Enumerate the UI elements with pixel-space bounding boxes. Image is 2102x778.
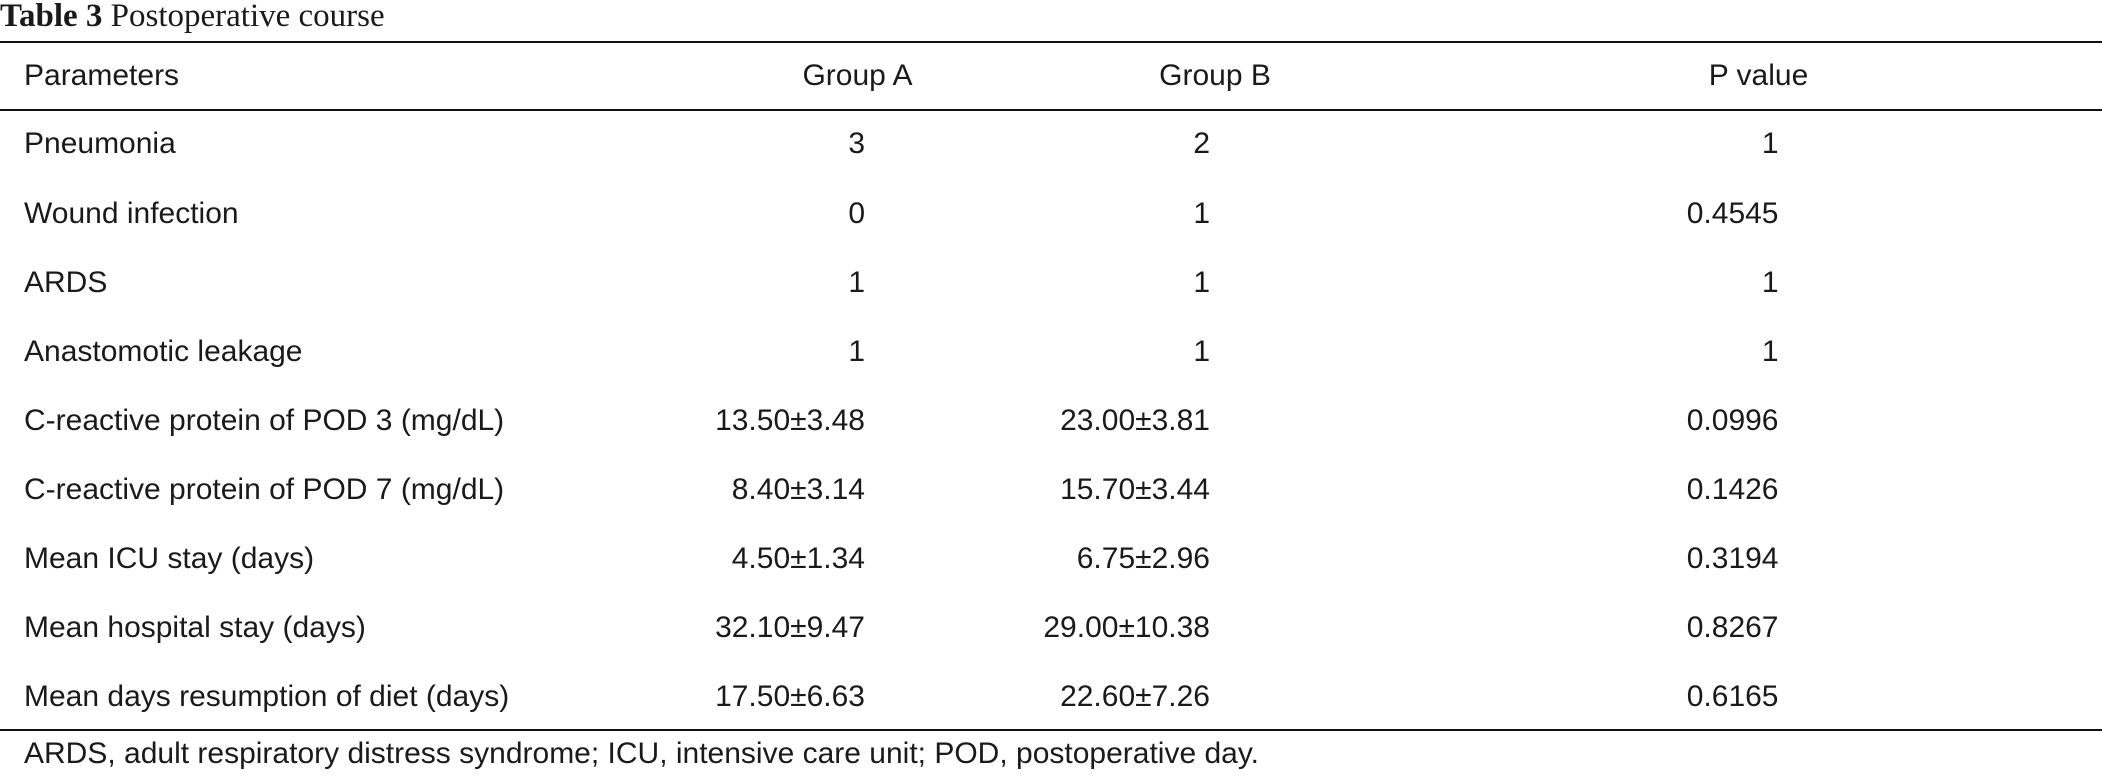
cell-group-a-value: 1 [848,334,865,368]
cell-group-b: 1 [1015,179,1415,248]
cell-parameter: Mean hospital stay (days) [24,610,366,644]
cell-group-a-value: 0 [848,196,865,230]
table-row: Wound infection 0 1 0.4545 [0,179,2102,248]
cell-group-b-value: 23.00±3.81 [1060,403,1210,437]
cell-p-value-value: 1 [1761,127,1779,160]
cell-p-value: 1 [1415,109,2102,179]
table-footnote: ARDS, adult respiratory distress syndrom… [24,737,1259,770]
cell-group-a: 1 [700,248,1015,317]
cell-group-a-value: 32.10±9.47 [715,610,865,644]
cell-p-value-value: 1 [1761,334,1779,368]
cell-p-value: 0.6165 [1415,662,2102,731]
cell-parameter: Anastomotic leakage [24,334,303,368]
cell-parameter: Pneumonia [24,127,176,160]
cell-p-value-value: 0.3194 [1686,541,1779,575]
cell-p-value: 0.0996 [1415,386,2102,455]
cell-group-b-value: 1 [1193,334,1210,368]
cell-group-b: 22.60±7.26 [1015,662,1415,731]
cell-group-a-value: 8.40±3.14 [731,472,865,506]
table-header-row: Parameters Group A Group B P value [0,43,2102,109]
cell-parameter: Mean ICU stay (days) [24,541,315,575]
cell-group-a-value: 17.50±6.63 [715,679,865,713]
cell-group-a: 3 [700,109,1015,179]
cell-group-a: 8.40±3.14 [700,455,1015,524]
cell-group-b-value: 29.00±10.38 [1043,610,1210,644]
table-bottom-rule [0,729,2102,731]
cell-p-value: 1 [1415,248,2102,317]
postoperative-course-table: Parameters Group A Group B P value Pneum… [0,43,2102,731]
cell-group-a-value: 3 [848,127,865,160]
cell-parameter: C-reactive protein of POD 7 (mg/dL) [24,472,505,506]
cell-group-a: 1 [700,317,1015,386]
cell-p-value-value: 0.4545 [1686,196,1779,230]
table-row: Mean ICU stay (days) 4.50±1.34 6.75±2.96 0.… [0,524,2102,593]
cell-group-a-value: 4.50±1.34 [731,541,865,575]
cell-group-b: 6.75±2.96 [1015,524,1415,593]
table-top-rule [0,41,2102,43]
cell-group-a-value: 1 [848,265,865,299]
cell-p-value: 0.8267 [1415,593,2102,662]
cell-group-b: 2 [1015,109,1415,179]
cell-group-b-value: 1 [1193,196,1210,230]
table-caption-label: Table 3 [0,0,103,34]
table-row: Mean hospital stay (days) 32.10±9.47 29.00… [0,593,2102,662]
table-row: Mean days resumption of diet (days) 17.50… [0,662,2102,731]
cell-p-value: 1 [1415,317,2102,386]
cell-group-a: 0 [700,179,1015,248]
cell-p-value-value: 1 [1761,265,1779,299]
column-header-group-b: Group B [1159,59,1271,92]
cell-group-b-value: 2 [1193,127,1210,160]
cell-p-value-value: 0.0996 [1686,403,1779,437]
table-caption-title: Postoperative course [110,0,385,34]
cell-p-value-value: 0.6165 [1686,679,1779,713]
cell-p-value: 0.1426 [1415,455,2102,524]
table-row: C-reactive protein of POD 7 (mg/dL) 8.40±… [0,455,2102,524]
cell-group-b: 1 [1015,317,1415,386]
table-row: Anastomotic leakage 1 1 1 [0,317,2102,386]
cell-parameter: ARDS [24,265,108,299]
column-header-parameters: Parameters [24,59,180,92]
cell-group-b: 29.00±10.38 [1015,593,1415,662]
cell-group-b-value: 6.75±2.96 [1076,541,1210,575]
cell-group-a-value: 13.50±3.48 [715,403,865,437]
cell-group-b-value: 1 [1193,265,1210,299]
table-row: ARDS 1 1 1 [0,248,2102,317]
cell-parameter: Mean days resumption of diet (days) [24,679,510,713]
table-caption: Table 3 Postoperative course [0,0,385,40]
cell-group-a: 17.50±6.63 [700,662,1015,731]
column-header-group-a: Group A [802,59,913,92]
cell-group-a: 13.50±3.48 [700,386,1015,455]
cell-group-b: 15.70±3.44 [1015,455,1415,524]
cell-group-b: 1 [1015,248,1415,317]
column-header-p-value: P value [1708,59,1809,92]
cell-parameter: Wound infection [24,196,239,230]
cell-group-b-value: 15.70±3.44 [1060,472,1210,506]
cell-p-value: 0.3194 [1415,524,2102,593]
table-header-rule [0,109,2102,111]
cell-p-value: 0.4545 [1415,179,2102,248]
table-row: C-reactive protein of POD 3 (mg/dL) 13.50… [0,386,2102,455]
table-body: Pneumonia 3 2 1 Wound infection 0 1 0.4545 ARDS 1… [0,109,2102,731]
cell-group-b-value: 22.60±7.26 [1060,679,1210,713]
cell-group-a: 32.10±9.47 [700,593,1015,662]
cell-group-a: 4.50±1.34 [700,524,1015,593]
cell-p-value-value: 0.1426 [1686,472,1779,506]
cell-parameter: C-reactive protein of POD 3 (mg/dL) [24,403,505,437]
table-row: Pneumonia 3 2 1 [0,109,2102,179]
cell-p-value-value: 0.8267 [1686,610,1779,644]
cell-group-b: 23.00±3.81 [1015,386,1415,455]
